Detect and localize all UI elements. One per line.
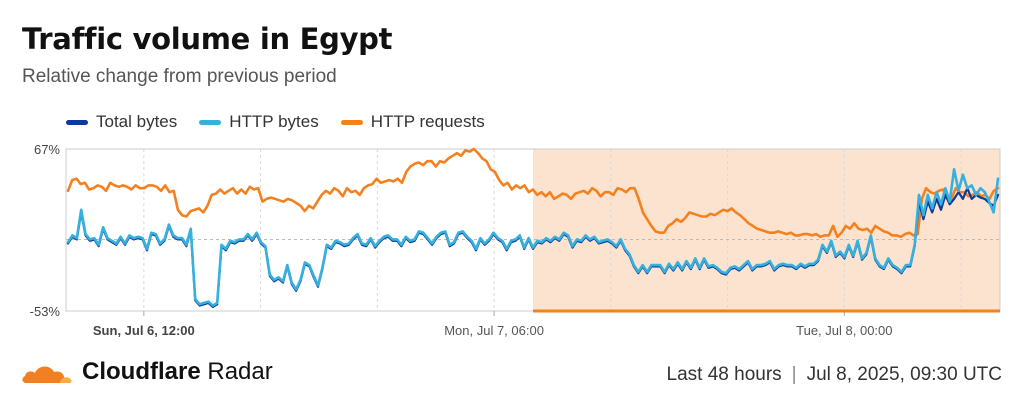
x-tick-label: Tue, Jul 8, 00:00 <box>796 323 892 338</box>
x-tick-label: Sun, Jul 6, 12:00 <box>93 323 195 338</box>
legend-label-http-requests: HTTP requests <box>370 112 485 131</box>
cloudflare-cloud-icon <box>22 366 72 383</box>
footer-meta: Last 48 hours | Jul 8, 2025, 09:30 UTC <box>667 364 1002 386</box>
highlight-region <box>533 149 1000 311</box>
series-line-http-requests <box>66 147 1000 239</box>
legend-label-http-bytes: HTTP bytes <box>229 112 319 131</box>
legend-item-http-requests[interactable]: HTTP requests <box>340 112 485 132</box>
brand: Cloudflare Radar <box>20 358 273 386</box>
legend-item-total-bytes[interactable]: Total bytes <box>66 112 177 132</box>
brand-name-rest: Radar <box>200 358 273 385</box>
x-tick-label: Mon, Jul 7, 06:00 <box>444 323 544 338</box>
chart-title: Traffic volume in Egypt <box>22 22 393 56</box>
legend-item-http-bytes[interactable]: HTTP bytes <box>199 112 319 132</box>
time-range-label: Last 48 hours <box>666 364 782 385</box>
brand-name: Cloudflare Radar <box>82 358 273 386</box>
series-line-http-bytes <box>66 168 1000 307</box>
timestamp-label: Jul 8, 2025, 09:30 UTC <box>806 364 1002 385</box>
y-tick-label: 67% <box>34 142 60 157</box>
brand-name-bold: Cloudflare <box>82 358 201 385</box>
y-tick-label: -53% <box>30 304 61 319</box>
legend-label-total-bytes: Total bytes <box>96 112 178 131</box>
chart-lines <box>66 147 1000 308</box>
axis-ticks: 67% -53% Sun, Jul 6, 12:00 Mon, Jul 7, 06:0… <box>30 142 893 338</box>
legend-swatch-total-bytes <box>66 119 88 125</box>
chart-legend: Total bytes HTTP bytes HTTP requests <box>66 112 485 132</box>
line-chart: 67% -53% Sun, Jul 6, 12:00 Mon, Jul 7, 06:0… <box>30 142 1001 338</box>
chart-subtitle: Relative change from previous period <box>22 66 337 87</box>
footer-separator: | <box>791 364 797 385</box>
legend-swatch-http-bytes <box>199 119 222 125</box>
legend-swatch-http-requests <box>340 119 363 125</box>
